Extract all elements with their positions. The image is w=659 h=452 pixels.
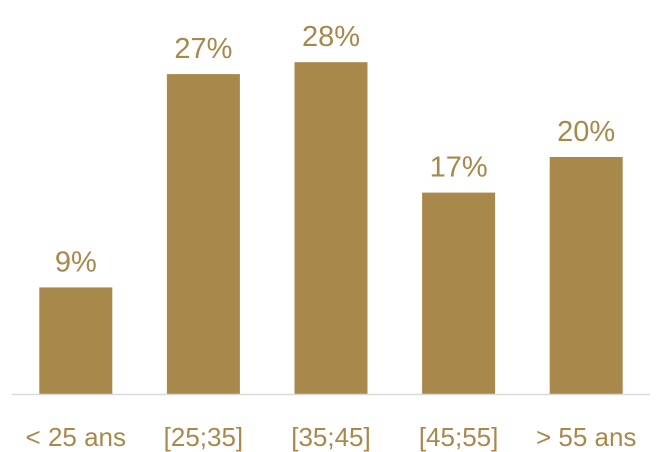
value-labels-group: 9% 27% 28% 17% 20% — [55, 21, 615, 278]
bar — [294, 62, 368, 394]
x-tick-label: [35;45] — [291, 422, 371, 452]
x-tick-labels-group: < 25 ans [25;35] [35;45] [45;55] > 55 ans — [26, 422, 637, 452]
bar-value-label: 27% — [174, 33, 232, 65]
x-tick-label: [45;55] — [419, 422, 499, 452]
bar-value-label: 20% — [557, 116, 615, 148]
bar-value-label: 17% — [430, 152, 488, 184]
bar — [39, 287, 113, 394]
x-tick-label: < 25 ans — [26, 422, 126, 452]
bar — [166, 74, 240, 394]
bar — [422, 192, 496, 394]
bar — [549, 157, 623, 394]
x-tick-label: > 55 ans — [536, 422, 636, 452]
bar-value-label: 9% — [55, 246, 97, 278]
bars-group — [39, 62, 623, 394]
bar-value-label: 28% — [302, 21, 360, 53]
x-tick-label: [25;35] — [164, 422, 244, 452]
